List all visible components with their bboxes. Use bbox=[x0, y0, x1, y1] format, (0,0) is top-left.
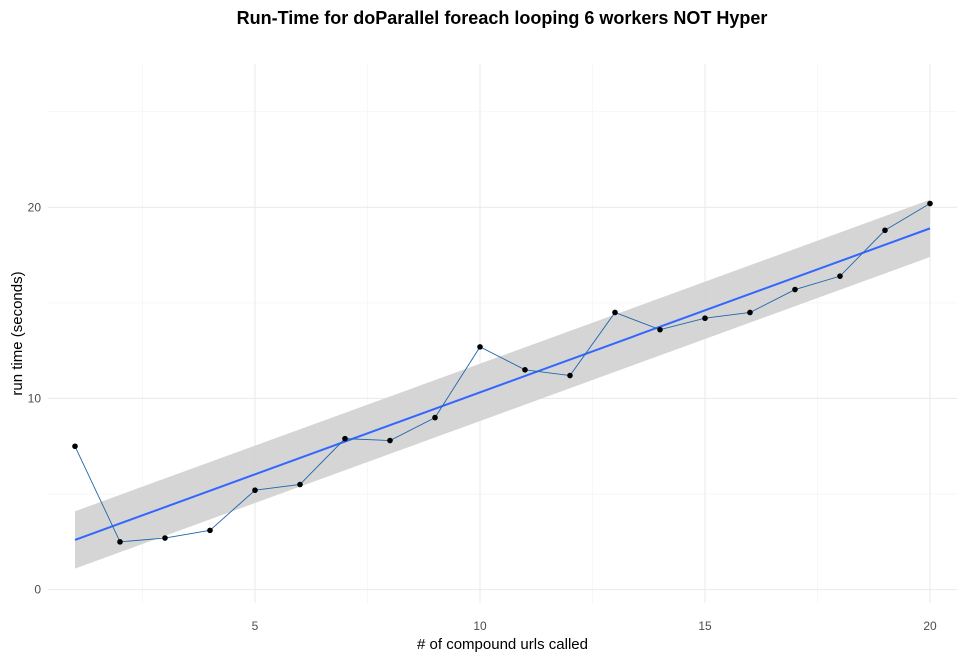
chart-title: Run-Time for doParallel foreach looping … bbox=[236, 8, 768, 28]
fit-line-path bbox=[74, 227, 931, 541]
y-tick-label: 20 bbox=[28, 200, 42, 214]
data-point bbox=[747, 309, 753, 316]
data-point bbox=[792, 286, 798, 293]
x-tick-label: 5 bbox=[252, 619, 259, 633]
data-point bbox=[297, 481, 303, 488]
x-tick-label: 10 bbox=[473, 619, 487, 633]
data-point bbox=[477, 344, 483, 350]
y-axis-label: run time (seconds) bbox=[9, 271, 26, 395]
data-point bbox=[117, 539, 123, 545]
data-point bbox=[162, 535, 168, 541]
data-points bbox=[72, 200, 933, 545]
data-point bbox=[522, 367, 528, 373]
data-point bbox=[432, 414, 438, 421]
fit-line bbox=[74, 227, 931, 541]
data-series bbox=[74, 203, 931, 543]
data-point bbox=[882, 227, 888, 234]
data-point bbox=[612, 309, 618, 316]
data-point bbox=[837, 273, 843, 279]
x-tick-label: 20 bbox=[923, 619, 937, 633]
data-point bbox=[72, 443, 78, 450]
y-tick-label: 0 bbox=[34, 583, 41, 597]
data-point bbox=[657, 326, 663, 333]
y-tick-label: 10 bbox=[28, 391, 42, 405]
y-axis-ticks: 0 10 20 bbox=[28, 200, 42, 596]
x-axis-ticks: 5 10 15 20 bbox=[252, 619, 937, 633]
data-point bbox=[342, 435, 348, 442]
series-line bbox=[74, 203, 931, 543]
x-axis-label: # of compound urls called bbox=[417, 636, 588, 653]
data-point bbox=[567, 372, 573, 379]
data-point bbox=[702, 315, 708, 322]
x-tick-label: 15 bbox=[698, 619, 712, 633]
data-point bbox=[387, 437, 393, 444]
data-point bbox=[207, 527, 213, 534]
data-point bbox=[927, 200, 933, 207]
data-point bbox=[252, 487, 258, 494]
